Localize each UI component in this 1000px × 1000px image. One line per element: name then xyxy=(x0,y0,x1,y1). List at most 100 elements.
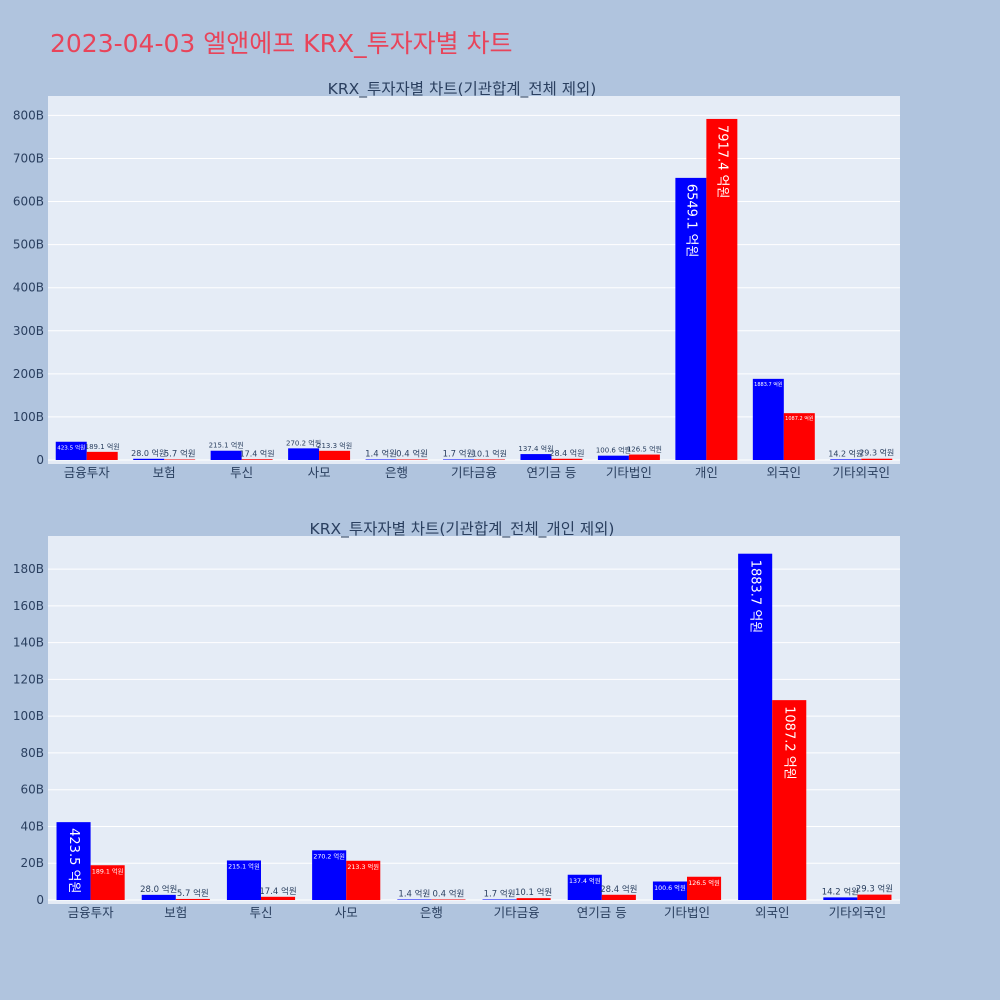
data-label: 17.4 억원 xyxy=(259,886,296,897)
x-tick-label: 보험 xyxy=(153,465,176,480)
data-label: 17.4 억원 xyxy=(240,448,275,458)
bar xyxy=(397,899,432,900)
bar xyxy=(823,897,858,900)
y-tick-label: 180B xyxy=(13,562,44,576)
data-label: 1883.7 억원 xyxy=(748,560,763,634)
data-label: 137.4 억원 xyxy=(518,444,553,453)
x-tick-label: 외국인 xyxy=(755,905,790,920)
bar xyxy=(431,899,466,900)
bar xyxy=(210,450,242,460)
bar xyxy=(687,876,722,900)
bar xyxy=(175,898,210,900)
bar xyxy=(772,700,807,900)
x-tick-label: 기타법인 xyxy=(664,905,710,920)
data-label: 6549.1 억원 xyxy=(683,184,698,258)
data-label: 1.4 억원 xyxy=(365,449,397,460)
bar xyxy=(164,459,196,460)
bar xyxy=(567,874,602,900)
y-tick-label: 300B xyxy=(13,324,44,338)
bar xyxy=(261,896,296,900)
chart-bottom: 0 20B 40B 60B 80B 100B 120B 140B 160B 180B KRX_투자자… xyxy=(13,520,900,920)
x-tick-label: 기타외국인 xyxy=(829,905,887,920)
y-tick-label: 0 xyxy=(36,893,44,907)
data-label: 0.4 억원 xyxy=(433,889,465,900)
bar xyxy=(551,458,583,460)
data-label: 189.1 억원 xyxy=(85,442,120,451)
bar xyxy=(443,459,474,460)
x-tick-label: 연기금 등 xyxy=(526,465,576,480)
data-label: 29.3 억원 xyxy=(859,448,894,458)
data-label: 126.5 억원 xyxy=(688,878,720,887)
bar xyxy=(520,454,552,460)
data-label: 5.7 억원 xyxy=(177,888,209,899)
x-tick-label: 기타외국인 xyxy=(833,465,891,480)
y-tick-label: 100B xyxy=(13,410,44,424)
data-label: 215.1 억원 xyxy=(228,862,260,871)
bar xyxy=(133,458,165,460)
x-tick-label: 보험 xyxy=(164,905,187,920)
data-label: 1087.2 억원 xyxy=(782,706,797,780)
chart-top: 0 100B 200B 300B 400B 500B 600B 700B 800B KRX_투자자… xyxy=(13,80,900,480)
data-label: 1087.2 억원 xyxy=(785,415,814,422)
x-tick-label: 외국인 xyxy=(767,465,802,480)
data-label: 28.4 억원 xyxy=(600,884,637,895)
data-label: 423.5 억원 xyxy=(66,828,81,893)
bar xyxy=(288,448,320,460)
bar xyxy=(312,850,347,900)
data-label: 14.2 억원 xyxy=(822,886,859,897)
bar xyxy=(628,454,660,460)
data-label: 100.6 억원 xyxy=(596,446,631,455)
bar xyxy=(738,553,773,900)
bar xyxy=(652,881,687,900)
bar xyxy=(141,894,176,900)
bar xyxy=(752,378,784,460)
data-label: 1.7 억원 xyxy=(443,449,475,460)
bar xyxy=(365,459,397,460)
y-tick-label: 400B xyxy=(13,281,44,295)
x-tick-label: 금융투자 xyxy=(64,465,111,480)
x-tick-label: 사모 xyxy=(335,905,358,920)
bar xyxy=(857,894,892,900)
data-label: 28.0 억원 xyxy=(140,884,177,895)
data-label: 0.4 억원 xyxy=(396,449,428,460)
data-label: 137.4 억원 xyxy=(569,876,601,885)
data-label: 7917.4 억원 xyxy=(714,125,729,199)
x-tick-label: 개인 xyxy=(695,465,718,480)
bar xyxy=(861,458,893,460)
x-tick-label: 연기금 등 xyxy=(577,905,627,920)
bar xyxy=(830,459,862,460)
data-label: 423.5 억원 xyxy=(57,443,85,451)
x-tick-label: 금융투자 xyxy=(68,905,115,920)
bar xyxy=(601,894,636,900)
x-tick-label: 기타금융 xyxy=(451,465,497,480)
bar xyxy=(226,860,261,900)
x-tick-label: 사모 xyxy=(308,465,331,480)
bar xyxy=(55,441,87,460)
data-label: 126.5 억원 xyxy=(627,445,662,454)
y-tick-label: 200B xyxy=(13,367,44,381)
bar xyxy=(706,118,738,460)
x-tick-label: 기타법인 xyxy=(606,465,652,480)
data-label: 10.1 억원 xyxy=(515,887,552,898)
data-label: 5.7 억원 xyxy=(164,449,196,460)
y-tick-label: 60B xyxy=(20,783,44,797)
data-label: 270.2 억원 xyxy=(313,852,345,861)
y-tick-label: 600B xyxy=(13,195,44,209)
data-label: 10.1 억원 xyxy=(472,449,507,459)
bar xyxy=(319,450,351,460)
bar xyxy=(516,898,551,900)
y-tick-label: 40B xyxy=(20,819,44,833)
page-title: 2023-04-03 엘앤에프 KRX_투자자별 차트 xyxy=(50,29,513,58)
y-tick-label: 100B xyxy=(13,709,44,723)
bar xyxy=(482,899,517,900)
y-tick-label: 120B xyxy=(13,672,44,686)
x-tick-label: 기타금융 xyxy=(494,905,540,920)
data-label: 28.4 억원 xyxy=(549,448,584,458)
data-label: 14.2 억원 xyxy=(828,448,863,458)
x-tick-label: 투신 xyxy=(230,465,253,480)
bar xyxy=(597,455,629,460)
y-tick-label: 80B xyxy=(20,746,44,760)
y-tick-label: 500B xyxy=(13,238,44,252)
x-tick-label: 은행 xyxy=(420,905,443,920)
